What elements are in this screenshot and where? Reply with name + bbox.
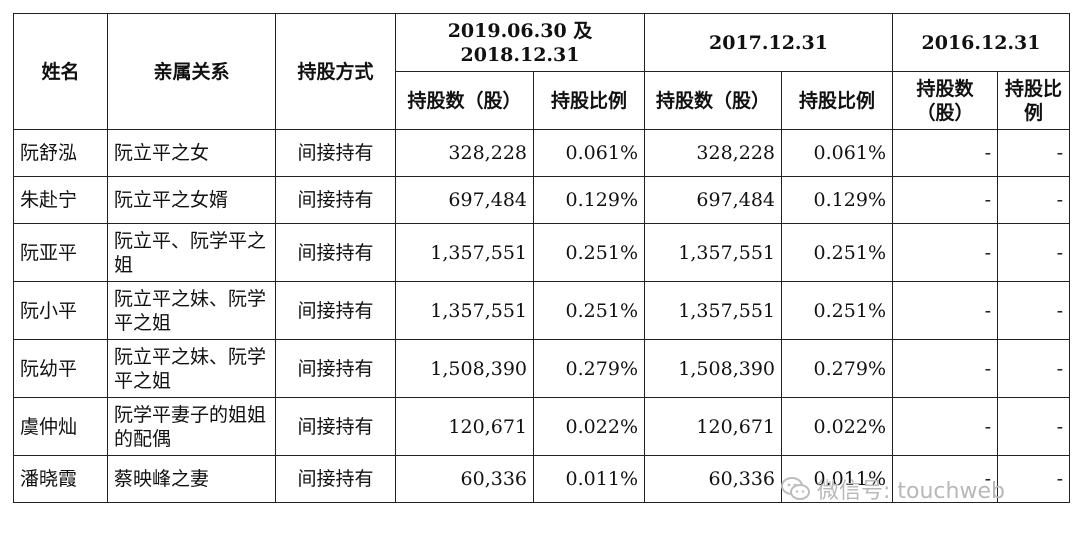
cell-ratio-2019: 0.129% [533, 176, 645, 224]
cell-relation: 阮立平之妹、阮学平之姐 [107, 281, 276, 340]
cell-name: 阮舒泓 [13, 129, 108, 177]
cell-shares-2019: 328,228 [395, 129, 534, 177]
header-period-2017: 2017.12.31 [644, 13, 893, 72]
table-row: 阮幼平 阮立平之妹、阮学平之姐 间接持有 1,508,390 0.279% 1,508,3… [13, 339, 1070, 398]
cell-shares-2016: - [892, 223, 998, 282]
cell-ratio-2016: - [997, 223, 1070, 282]
cell-ratio-2019: 0.061% [533, 129, 645, 177]
cell-shares-2019: 1,508,390 [395, 339, 534, 398]
cell-method: 间接持有 [275, 223, 396, 282]
cell-ratio-2016: - [997, 397, 1070, 456]
cell-method: 间接持有 [275, 281, 396, 340]
cell-name: 潘晓霞 [13, 455, 108, 503]
cell-shares-2016: - [892, 339, 998, 398]
cell-ratio-2017: 0.251% [781, 223, 893, 282]
watermark: 微信号: touchweb [781, 474, 1005, 504]
cell-relation: 阮立平之女婿 [107, 176, 276, 224]
cell-ratio-2017: 0.129% [781, 176, 893, 224]
header-ratio: 持股比例 [781, 71, 893, 130]
cell-relation: 阮立平、阮学平之姐 [107, 223, 276, 282]
cell-shares-2016: - [892, 176, 998, 224]
cell-method: 间接持有 [275, 397, 396, 456]
table-row: 朱赴宁 阮立平之女婿 间接持有 697,484 0.129% 697,484 0.129% -… [13, 176, 1070, 224]
cell-name: 朱赴宁 [13, 176, 108, 224]
header-shares: 持股数（股） [892, 71, 998, 130]
header-name: 姓名 [13, 13, 108, 130]
cell-name: 虞仲灿 [13, 397, 108, 456]
table-row: 阮舒泓 阮立平之女 间接持有 328,228 0.061% 328,228 0.061% - - [13, 129, 1070, 177]
cell-ratio-2016: - [997, 455, 1070, 503]
cell-shares-2016: - [892, 455, 998, 503]
cell-shares-2017: 120,671 [644, 397, 782, 456]
watermark-text: 微信号: touchweb [817, 479, 1005, 504]
table-row: 阮小平 阮立平之妹、阮学平之姐 间接持有 1,357,551 0.251% 1,357,5… [13, 281, 1070, 340]
cell-shares-2017: 60,336 [644, 455, 782, 503]
cell-ratio-2016: - [997, 281, 1070, 340]
cell-shares-2019: 120,671 [395, 397, 534, 456]
shareholding-table: 姓名 亲属关系 持股方式 2019.06.30 及 2018.12.31 201… [13, 13, 1070, 503]
cell-ratio-2017: 0.251% [781, 281, 893, 340]
table-row: 虞仲灿 阮学平妻子的姐姐的配偶 间接持有 120,671 0.022% 120,671 0.… [13, 397, 1070, 456]
cell-name: 阮小平 [13, 281, 108, 340]
header-period-2019: 2019.06.30 及 2018.12.31 [395, 13, 645, 72]
header-period-2016: 2016.12.31 [892, 13, 1070, 72]
cell-shares-2016: - [892, 281, 998, 340]
cell-ratio-2017: 0.022% [781, 397, 893, 456]
wechat-icon [781, 477, 810, 500]
cell-shares-2019: 1,357,551 [395, 281, 534, 340]
cell-name: 阮幼平 [13, 339, 108, 398]
table-row: 阮亚平 阮立平、阮学平之姐 间接持有 1,357,551 0.251% 1,357,551… [13, 223, 1070, 282]
cell-ratio-2016: - [997, 176, 1070, 224]
cell-shares-2019: 1,357,551 [395, 223, 534, 282]
cell-method: 间接持有 [275, 176, 396, 224]
cell-ratio-2019: 0.251% [533, 281, 645, 340]
cell-shares-2017: 1,357,551 [644, 223, 782, 282]
cell-method: 间接持有 [275, 129, 396, 177]
cell-relation: 阮立平之妹、阮学平之姐 [107, 339, 276, 398]
table-row: 潘晓霞 蔡映峰之妻 间接持有 60,336 0.011% 60,336 0.011% - - [13, 455, 1070, 503]
cell-relation: 阮立平之女 [107, 129, 276, 177]
header-shares: 持股数（股） [644, 71, 782, 130]
cell-name: 阮亚平 [13, 223, 108, 282]
cell-ratio-2019: 0.251% [533, 223, 645, 282]
cell-ratio-2016: - [997, 129, 1070, 177]
cell-ratio-2019: 0.022% [533, 397, 645, 456]
cell-shares-2016: - [892, 397, 998, 456]
header-relation: 亲属关系 [107, 13, 276, 130]
header-ratio: 持股比例 [997, 71, 1070, 130]
cell-shares-2017: 1,357,551 [644, 281, 782, 340]
header-ratio: 持股比例 [533, 71, 645, 130]
cell-shares-2019: 60,336 [395, 455, 534, 503]
cell-ratio-2017: 0.061% [781, 129, 893, 177]
cell-ratio-2019: 0.011% [533, 455, 645, 503]
cell-ratio-2019: 0.279% [533, 339, 645, 398]
cell-method: 间接持有 [275, 339, 396, 398]
cell-shares-2019: 697,484 [395, 176, 534, 224]
cell-shares-2017: 697,484 [644, 176, 782, 224]
cell-shares-2017: 1,508,390 [644, 339, 782, 398]
cell-ratio-2017: 0.279% [781, 339, 893, 398]
header-method: 持股方式 [275, 13, 396, 130]
cell-relation: 蔡映峰之妻 [107, 455, 276, 503]
header-shares: 持股数（股） [395, 71, 534, 130]
cell-method: 间接持有 [275, 455, 396, 503]
cell-shares-2017: 328,228 [644, 129, 782, 177]
cell-ratio-2016: - [997, 339, 1070, 398]
cell-relation: 阮学平妻子的姐姐的配偶 [107, 397, 276, 456]
cell-shares-2016: - [892, 129, 998, 177]
